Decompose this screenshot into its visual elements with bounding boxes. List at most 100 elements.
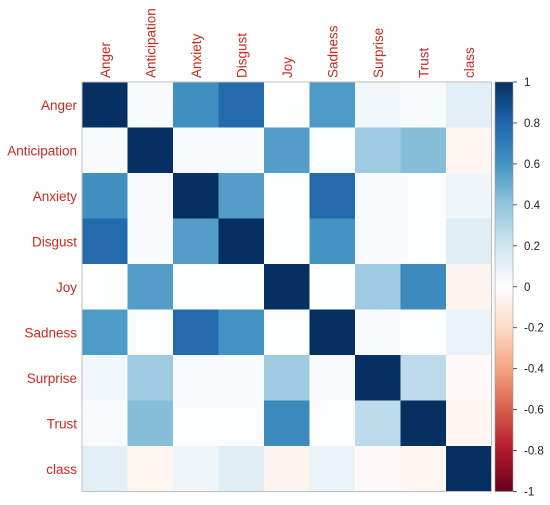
heatmap-cell-sadness-anger xyxy=(82,309,128,356)
heatmap-cell-anticipation-joy xyxy=(264,127,310,174)
colorbar-tick-label: 0 xyxy=(524,282,530,294)
heatmap-cell-surprise-anxiety xyxy=(173,355,219,401)
heatmap-cell-anticipation-trust xyxy=(400,127,447,174)
colorbar-tick-label: 0.6 xyxy=(524,159,540,171)
heatmap-cell-surprise-trust xyxy=(400,355,447,401)
row-label-class: class xyxy=(46,462,77,477)
heatmap-cell-surprise-class xyxy=(446,355,492,401)
heatmap-cell-surprise-anger xyxy=(82,355,128,401)
heatmap-cell-trust-disgust xyxy=(218,400,265,447)
heatmap-cell-disgust-anger xyxy=(82,218,128,265)
heatmap-cell-anxiety-class xyxy=(446,173,492,219)
row-label-anticipation: Anticipation xyxy=(7,143,77,158)
colorbar-tick-label: -0.4 xyxy=(524,364,544,376)
heatmap-cell-anger-class xyxy=(446,82,492,128)
heatmap-cell-anxiety-anxiety xyxy=(173,173,219,219)
heatmap-cell-disgust-class xyxy=(446,218,492,265)
heatmap-cell-sadness-disgust xyxy=(218,309,265,356)
row-label-disgust: Disgust xyxy=(32,234,77,249)
heatmap-cell-joy-sadness xyxy=(309,264,356,310)
heatmap-cell-anger-sadness xyxy=(309,82,356,128)
heatmap-cell-surprise-joy xyxy=(264,355,310,401)
heatmap-cell-joy-surprise xyxy=(355,264,401,310)
heatmap-cell-anger-anticipation xyxy=(127,82,174,128)
row-label-anxiety: Anxiety xyxy=(33,189,78,204)
heatmap-cell-disgust-joy xyxy=(264,218,310,265)
heatmap-cell-trust-anxiety xyxy=(173,400,219,447)
heatmap-cell-disgust-disgust xyxy=(218,218,265,265)
column-label-anticipation: Anticipation xyxy=(143,8,158,78)
heatmap-cell-anxiety-sadness xyxy=(309,173,356,219)
row-label-sadness: Sadness xyxy=(24,325,77,340)
colorbar-tick-label: -0.6 xyxy=(524,405,544,417)
row-label-surprise: Surprise xyxy=(27,371,77,386)
heatmap-cell-trust-trust xyxy=(400,400,447,447)
heatmap-cell-joy-anticipation xyxy=(127,264,174,310)
heatmap-cell-sadness-class xyxy=(446,309,492,356)
heatmap-cell-sadness-joy xyxy=(264,309,310,356)
heatmap-cell-surprise-sadness xyxy=(309,355,356,401)
column-label-anger: Anger xyxy=(98,41,113,78)
heatmap-cell-joy-anxiety xyxy=(173,264,219,310)
colorbar-tick-label: -0.2 xyxy=(524,323,544,335)
column-label-anxiety: Anxiety xyxy=(189,33,204,78)
heatmap-cell-anticipation-anxiety xyxy=(173,127,219,174)
heatmap-cell-anticipation-disgust xyxy=(218,127,265,174)
heatmap-cell-class-joy xyxy=(264,446,310,492)
heatmap-cell-surprise-anticipation xyxy=(127,355,174,401)
heatmap-cell-anxiety-disgust xyxy=(218,173,265,219)
heatmap-cell-anticipation-anger xyxy=(82,127,128,174)
heatmap-cell-joy-joy xyxy=(264,264,310,310)
heatmap-cell-class-anticipation xyxy=(127,446,174,492)
heatmap-cell-disgust-trust xyxy=(400,218,447,265)
heatmap-cell-trust-surprise xyxy=(355,400,401,447)
heatmap-cell-anger-trust xyxy=(400,82,447,128)
colorbar-tick-label: 0.2 xyxy=(524,241,540,253)
heatmap-cell-sadness-surprise xyxy=(355,309,401,356)
heatmap-cell-trust-anticipation xyxy=(127,400,174,447)
heatmap-cell-trust-class xyxy=(446,400,492,447)
heatmap-cell-joy-anger xyxy=(82,264,128,310)
heatmap-cell-joy-trust xyxy=(400,264,447,310)
heatmap-cell-anticipation-surprise xyxy=(355,127,401,174)
heatmap-cell-class-trust xyxy=(400,446,447,492)
column-label-joy: Joy xyxy=(280,57,295,78)
heatmap-cell-joy-disgust xyxy=(218,264,265,310)
heatmap-cell-class-surprise xyxy=(355,446,401,492)
heatmap-cell-trust-joy xyxy=(264,400,310,447)
heatmap-cell-joy-class xyxy=(446,264,492,310)
heatmap-cell-anticipation-anticipation xyxy=(127,127,174,174)
heatmap-cell-surprise-disgust xyxy=(218,355,265,401)
row-label-trust: Trust xyxy=(47,416,77,431)
column-label-class: class xyxy=(462,47,477,78)
heatmap-cell-disgust-surprise xyxy=(355,218,401,265)
column-label-surprise: Surprise xyxy=(371,28,386,78)
colorbar-tick-label: 0.4 xyxy=(524,200,541,212)
heatmap-cell-class-sadness xyxy=(309,446,356,492)
heatmap-cell-disgust-anticipation xyxy=(127,218,174,265)
heatmap-cell-anger-joy xyxy=(264,82,310,128)
heatmap-cell-class-disgust xyxy=(218,446,265,492)
column-label-sadness: Sadness xyxy=(325,25,340,78)
heatmap-cell-anxiety-surprise xyxy=(355,173,401,219)
colorbar xyxy=(494,81,514,492)
colorbar-tick-label: -1 xyxy=(524,487,534,499)
column-label-trust: Trust xyxy=(416,48,431,78)
column-label-disgust: Disgust xyxy=(234,33,249,78)
heatmap-cell-class-anger xyxy=(82,446,128,492)
heatmap-cell-anticipation-class xyxy=(446,127,492,174)
heatmap-cell-anger-disgust xyxy=(218,82,265,128)
colorbar-tick-label: 0.8 xyxy=(524,118,540,130)
heatmap-cell-sadness-trust xyxy=(400,309,447,356)
heatmap-cell-class-class xyxy=(446,446,492,492)
heatmap-cell-anxiety-anticipation xyxy=(127,173,174,219)
heatmap-cell-anxiety-joy xyxy=(264,173,310,219)
colorbar-tick-label: -0.8 xyxy=(524,446,544,458)
heatmap-cell-anger-surprise xyxy=(355,82,401,128)
heatmap-cell-trust-anger xyxy=(82,400,128,447)
heatmap-cell-sadness-sadness xyxy=(309,309,356,356)
heatmap-cell-anxiety-anger xyxy=(82,173,128,219)
heatmap-cell-anger-anger xyxy=(82,82,128,128)
row-label-anger: Anger xyxy=(41,98,78,113)
